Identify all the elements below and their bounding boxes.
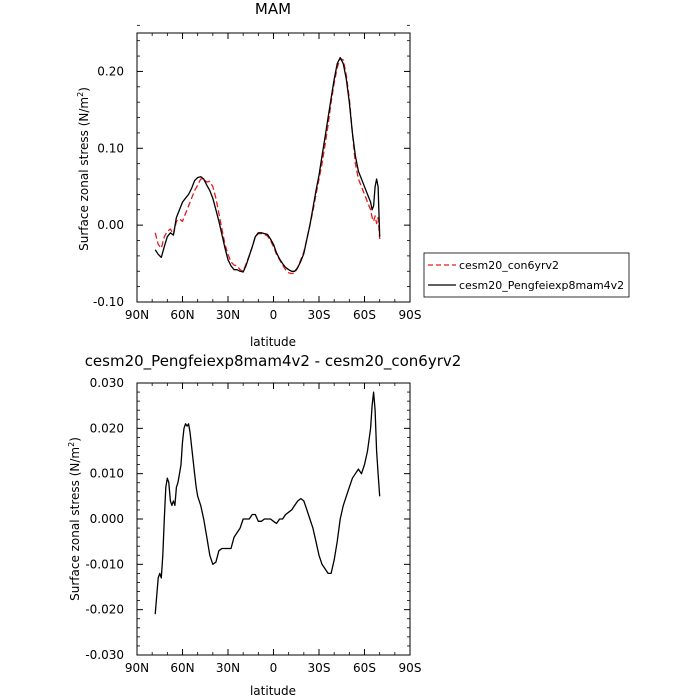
bottom-ytick-label-5: 0.020 <box>90 421 124 435</box>
legend-label-con6yrv2: cesm20_con6yrv2 <box>459 259 559 272</box>
top-ytick-label-2: 0.10 <box>97 141 124 155</box>
bottom-ytick-label-0: -0.030 <box>85 648 124 662</box>
top-series-line-1 <box>154 56 381 273</box>
top-xtick-label-3: 0 <box>270 308 278 322</box>
legend: cesm20_con6yrv2 cesm20_Pengfeiexp8mam4v2 <box>423 252 630 298</box>
bottom-plot-frame <box>136 382 411 656</box>
top-y-axis-label: Surface zonal stress (N/m2) <box>76 87 91 251</box>
top-series-line-0 <box>154 57 381 275</box>
bottom-xtick-label-5: 60S <box>353 661 376 675</box>
top-y-axis-label-sup: 2 <box>76 92 85 97</box>
bottom-y-axis-label-sup: 2 <box>67 442 76 447</box>
top-xtick-label-5: 60S <box>353 308 376 322</box>
bottom-series-lines <box>154 391 381 615</box>
bottom-ytick-label-4: 0.010 <box>90 467 124 481</box>
legend-box <box>423 252 630 298</box>
bottom-chart: cesm20_Pengfeiexp8mam4v2 - cesm20_con6yr… <box>67 352 461 698</box>
legend-label-pengfei: cesm20_Pengfeiexp8mam4v2 <box>459 279 624 292</box>
bottom-x-axis-label: latitude <box>250 684 296 698</box>
bottom-y-axis-label-close: ) <box>68 437 82 442</box>
bottom-axes-ticks: 90N 60N 30N 0 30S 60S 90S -0.030 -0.020 -0.010 0.0… <box>85 376 421 675</box>
bottom-xtick-label-3: 0 <box>270 661 278 675</box>
bottom-chart-title: cesm20_Pengfeiexp8mam4v2 - cesm20_con6yr… <box>85 352 462 371</box>
top-xtick-label-2: 30N <box>216 308 240 322</box>
bottom-xtick-label-1: 60N <box>170 661 194 675</box>
bottom-xtick-label-4: 30S <box>308 661 331 675</box>
top-x-axis-label: latitude <box>250 335 296 349</box>
top-plot-frame <box>136 32 411 303</box>
top-xtick-label-4: 30S <box>308 308 331 322</box>
top-ytick-label-3: 0.20 <box>97 64 124 78</box>
bottom-ytick-label-1: -0.020 <box>85 603 124 617</box>
bottom-ytick-label-3: 0.000 <box>90 512 124 526</box>
bottom-y-axis-label-main: Surface zonal stress (N/m <box>68 447 82 601</box>
top-series-lines <box>154 56 381 275</box>
top-xtick-label-6: 90S <box>399 308 422 322</box>
top-chart-title: MAM <box>255 0 291 18</box>
top-xtick-label-0: 90N <box>125 308 149 322</box>
top-y-axis-label-close: ) <box>77 87 91 92</box>
top-ytick-label-1: 0.00 <box>97 218 124 232</box>
top-axes-ticks: 90N 60N 30N 0 30S 60S 90S -0.10 0.00 0.10 0.20 <box>93 24 422 322</box>
top-ytick-label-0: -0.10 <box>93 295 124 309</box>
top-xtick-label-1: 60N <box>170 308 194 322</box>
bottom-ytick-label-6: 0.030 <box>90 376 124 390</box>
bottom-series-line-0 <box>154 391 381 615</box>
bottom-xtick-label-0: 90N <box>125 661 149 675</box>
bottom-xtick-label-2: 30N <box>216 661 240 675</box>
bottom-ytick-label-2: -0.010 <box>85 557 124 571</box>
bottom-xtick-label-6: 90S <box>399 661 422 675</box>
top-y-axis-label-main: Surface zonal stress (N/m <box>77 97 91 251</box>
bottom-y-axis-label: Surface zonal stress (N/m2) <box>67 437 82 601</box>
top-chart: MAM 90N 60N 30N 0 30S 60S 90S -0.10 0.00 0.10 0.20… <box>76 0 421 349</box>
